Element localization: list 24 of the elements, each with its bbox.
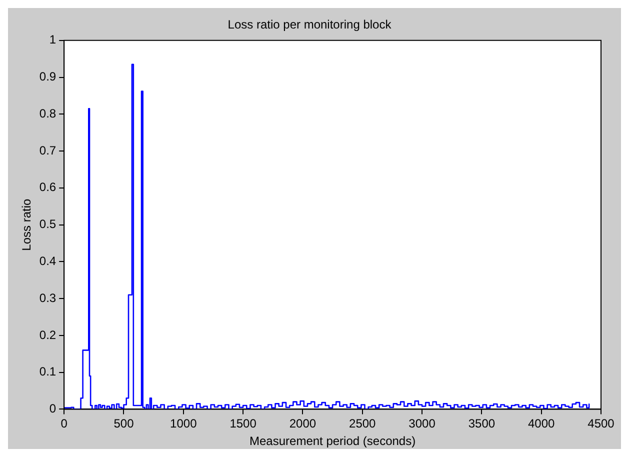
x-tick-label: 3000 xyxy=(408,416,436,431)
y-tick-label: 0.2 xyxy=(39,328,56,342)
y-axis-title: Loss ratio xyxy=(20,198,34,251)
y-tick-label: 0.6 xyxy=(39,180,56,194)
y-tick-label: 1 xyxy=(49,32,56,47)
x-tick-label: 2500 xyxy=(349,416,376,431)
x-tick-label: 2000 xyxy=(289,416,316,431)
x-tick-label: 1000 xyxy=(170,416,198,431)
y-tick-label: 0.8 xyxy=(39,106,56,120)
y-tick-label: 0.9 xyxy=(39,70,56,84)
y-tick-label: 0 xyxy=(49,402,56,416)
x-tick-label: 4000 xyxy=(528,416,556,431)
y-tick-label: 0.3 xyxy=(39,290,56,305)
x-axis-title: Measurement period (seconds) xyxy=(250,434,416,448)
y-tick-label: 0.1 xyxy=(39,364,56,379)
x-tick-label: 0 xyxy=(60,416,68,431)
x-tick-label: 4500 xyxy=(588,416,615,431)
x-tick-label: 1500 xyxy=(230,416,257,431)
y-tick-label: 0.4 xyxy=(39,254,56,268)
chart-title: Loss ratio per monitoring block xyxy=(228,18,392,32)
y-tick-label: 0.5 xyxy=(39,217,56,232)
y-tick-label: 0.7 xyxy=(39,143,56,158)
x-tick-label: 3500 xyxy=(468,416,496,431)
x-tick-label: 500 xyxy=(114,416,134,431)
